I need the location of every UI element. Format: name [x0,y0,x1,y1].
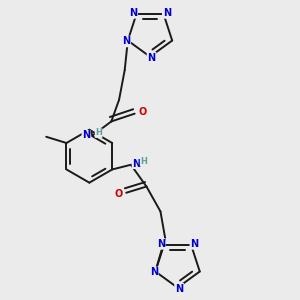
Text: N: N [190,239,198,249]
Text: O: O [115,189,123,199]
Text: N: N [150,268,158,278]
Text: H: H [140,157,147,166]
Text: O: O [138,107,147,117]
Text: N: N [132,158,140,169]
Text: N: N [163,8,171,18]
Text: N: N [129,8,137,18]
Text: H: H [95,128,102,137]
Text: N: N [157,239,165,249]
Text: N: N [82,130,90,140]
Text: N: N [148,52,156,63]
Text: N: N [122,37,130,46]
Text: N: N [175,284,183,294]
